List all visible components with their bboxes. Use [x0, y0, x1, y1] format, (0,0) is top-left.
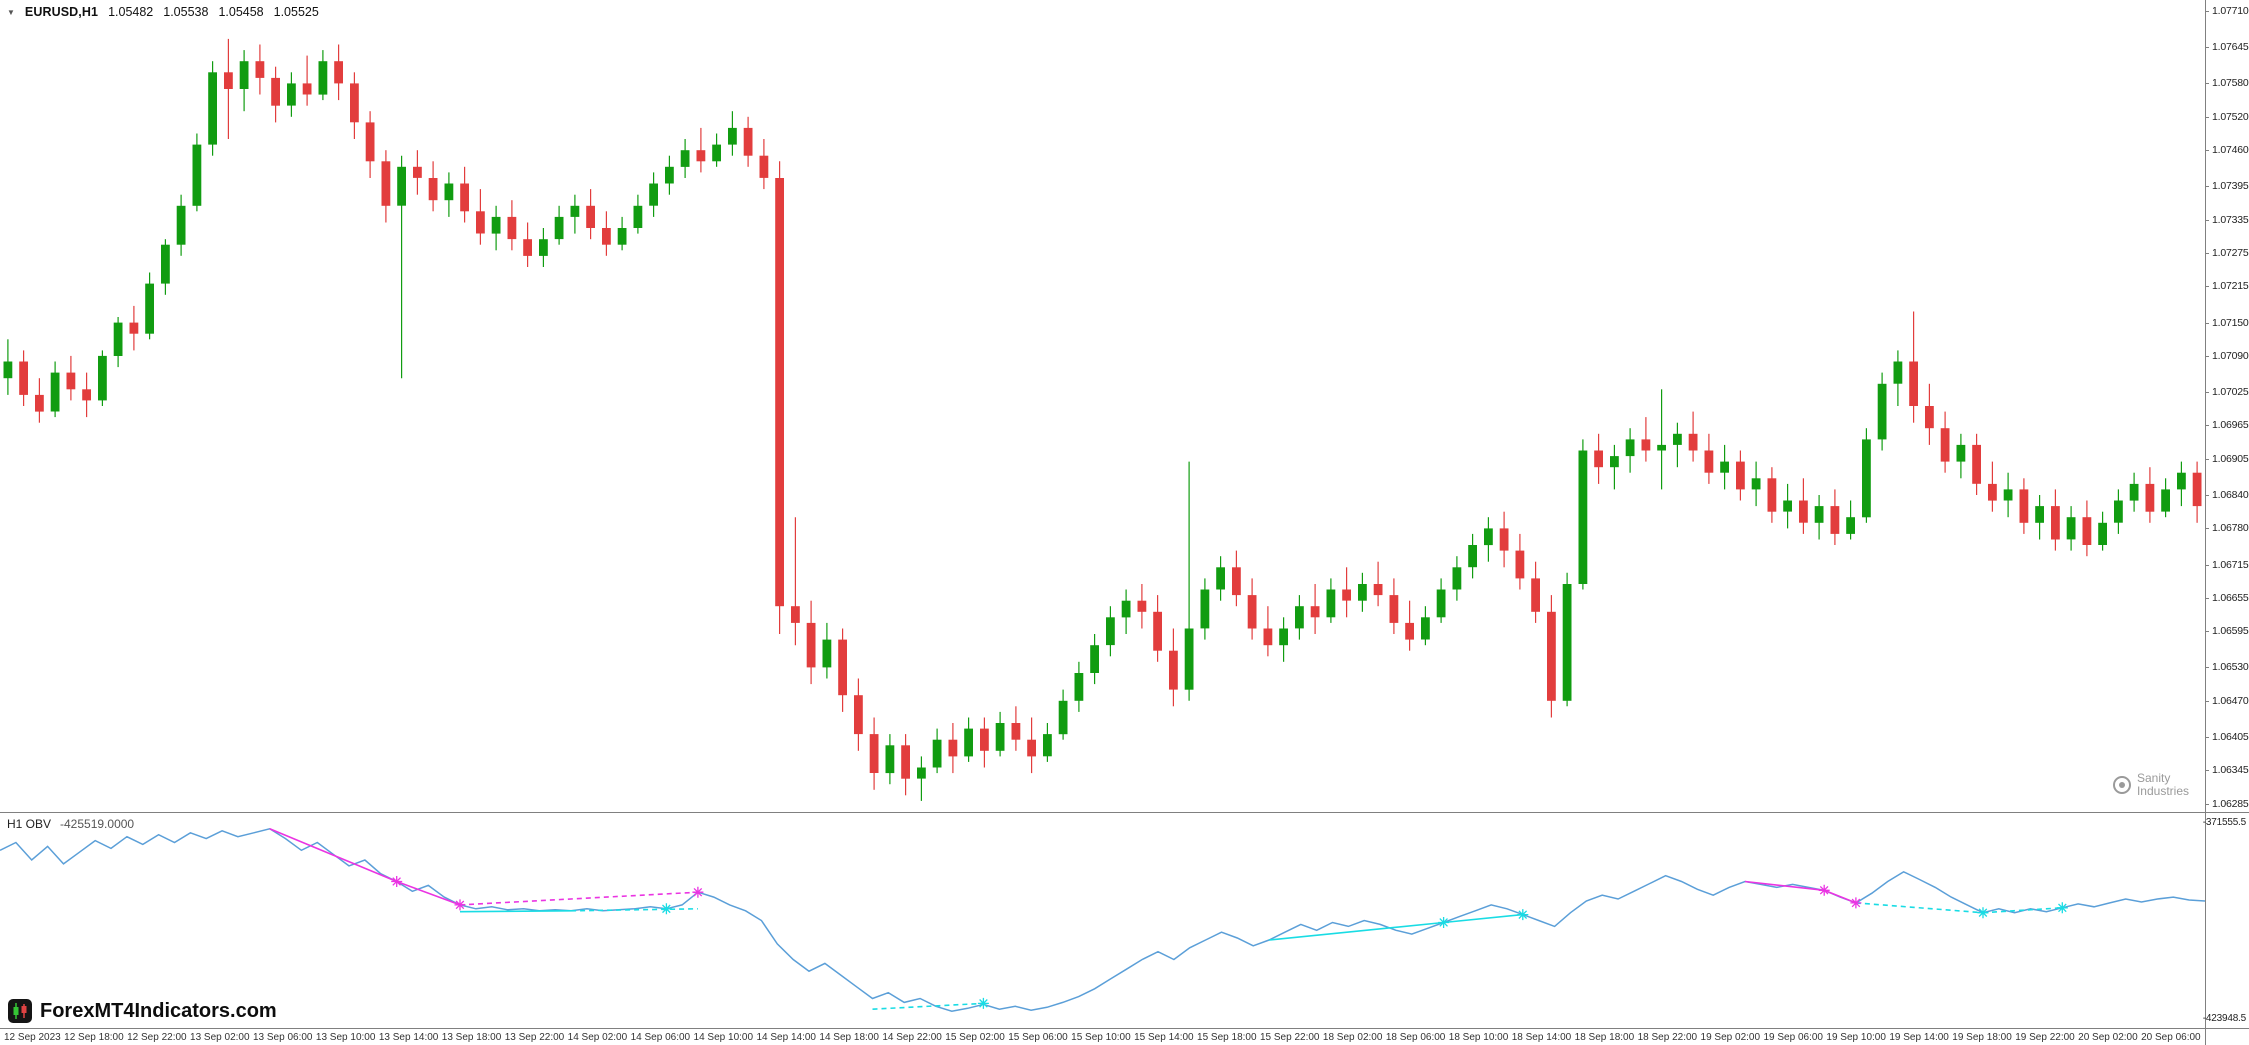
- ohlc-open-value: 1.05482: [108, 5, 154, 19]
- watermark-line2: Industries: [2136, 783, 2189, 798]
- chart-shift-marker-icon: ▼: [7, 8, 15, 17]
- price-axis-label: 1.07645: [2206, 41, 2249, 53]
- price-axis-label: 1.07395: [2206, 180, 2249, 192]
- time-axis-label: 14 Sep 14:00: [756, 1032, 816, 1043]
- brand-label: ForexMT4Indicators.com: [40, 999, 277, 1022]
- price-axis-label: 1.07580: [2206, 77, 2249, 89]
- sanity-watermark: Sanity Industries: [2112, 770, 2189, 798]
- time-axis-label: 19 Sep 02:00: [1700, 1032, 1761, 1043]
- time-axis-label: 13 Sep 18:00: [441, 1032, 502, 1043]
- price-axis-label: 1.07520: [2206, 111, 2249, 123]
- time-axis-label: 15 Sep 22:00: [1259, 1032, 1320, 1043]
- time-axis-label: 12 Sep 22:00: [127, 1032, 187, 1043]
- price-axis-label: 1.07090: [2206, 350, 2249, 362]
- time-axis-label: 18 Sep 06:00: [1385, 1032, 1446, 1043]
- time-axis-label: 15 Sep 02:00: [945, 1032, 1005, 1043]
- price-axis-label: 1.07460: [2206, 144, 2249, 156]
- time-axis-label: 18 Sep 18:00: [1574, 1032, 1635, 1043]
- price-axis[interactable]: 1.07710 1.07645 1.07580 1.07520 1.07460 1.073…: [2205, 0, 2249, 813]
- time-axis-label: 13 Sep 02:00: [190, 1032, 250, 1043]
- time-axis-label: 14 Sep 22:00: [882, 1032, 942, 1043]
- price-axis-label: 1.07335: [2206, 214, 2249, 226]
- time-axis-label: 15 Sep 10:00: [1071, 1032, 1131, 1043]
- sanity-watermark-text: Sanity Industries: [2136, 770, 2189, 798]
- obv-indicator-pane[interactable]: H1 OBV -425519.0000 ForexMT4Indicators.co…: [0, 813, 2205, 1029]
- brand-logo-icon: [8, 999, 32, 1023]
- price-axis-label: 1.06345: [2206, 764, 2249, 776]
- ohlc-high-value: 1.05538: [163, 5, 209, 19]
- watermark-line1: Sanity: [2136, 770, 2171, 785]
- brand-watermark: ForexMT4Indicators.com: [8, 999, 277, 1023]
- time-axis-label: 13 Sep 10:00: [315, 1032, 376, 1043]
- price-axis-label: 1.06905: [2206, 453, 2249, 465]
- time-axis-label: 14 Sep 06:00: [630, 1032, 691, 1043]
- time-axis[interactable]: 12 Sep 2023 12 Sep 18:00 12 Sep 22:00 13 Se…: [0, 1029, 2205, 1045]
- time-axis-label: 12 Sep 18:00: [64, 1032, 124, 1043]
- price-axis-label: 1.06965: [2206, 419, 2249, 431]
- time-axis-label: 19 Sep 10:00: [1826, 1032, 1886, 1043]
- price-axis-label: 1.06715: [2206, 559, 2249, 571]
- obv-value-label: -425519.0000: [60, 817, 135, 831]
- ohlc-close-value: 1.05525: [273, 5, 319, 19]
- time-axis-label: 12 Sep 2023: [4, 1032, 61, 1043]
- ohlc-low-value: 1.05458: [218, 5, 264, 19]
- price-axis-label: 1.06405: [2206, 731, 2249, 743]
- candlestick-plot: [3, 38, 2202, 801]
- price-axis-label: 1.06285: [2206, 798, 2249, 810]
- time-axis-label: 18 Sep 10:00: [1448, 1032, 1509, 1043]
- time-axis-label: 13 Sep 06:00: [252, 1032, 313, 1043]
- time-axis-label: 19 Sep 14:00: [1889, 1032, 1949, 1043]
- price-axis-label: 1.07275: [2206, 247, 2249, 259]
- price-axis-label: 1.07150: [2206, 317, 2249, 329]
- axis-corner: [2205, 1029, 2249, 1045]
- time-axis-label: 14 Sep 10:00: [693, 1032, 754, 1043]
- price-axis-label: 1.07215: [2206, 280, 2249, 292]
- time-axis-label: 14 Sep 18:00: [819, 1032, 879, 1043]
- price-axis-label: 1.06470: [2206, 695, 2249, 707]
- obv-plot: [0, 827, 2205, 1012]
- price-axis-label: 1.06595: [2206, 625, 2249, 637]
- obv-axis-max-label: -371555.5: [2202, 817, 2246, 828]
- time-axis-label: 15 Sep 18:00: [1197, 1032, 1257, 1043]
- time-axis-label: 18 Sep 14:00: [1511, 1032, 1572, 1043]
- obv-axis[interactable]: -371555.5 -423948.5: [2202, 813, 2249, 1029]
- time-axis-label: 19 Sep 22:00: [2015, 1032, 2075, 1043]
- chart-header: ▼ EURUSD,H1 1.05482 1.05538 1.05458 1.05…: [7, 5, 319, 19]
- obv-axis-min-label: -423948.5: [2202, 1013, 2246, 1024]
- time-axis-label: 13 Sep 14:00: [378, 1032, 439, 1043]
- time-axis-label: 18 Sep 22:00: [1637, 1032, 1698, 1043]
- sanity-logo-icon: [2112, 775, 2131, 794]
- main-chart-pane[interactable]: ▼ EURUSD,H1 1.05482 1.05538 1.05458 1.05…: [0, 0, 2205, 813]
- time-axis-label: 13 Sep 22:00: [504, 1032, 565, 1043]
- price-axis-label: 1.06530: [2206, 661, 2249, 673]
- time-axis-label: 15 Sep 14:00: [1134, 1032, 1194, 1043]
- time-axis-label: 14 Sep 02:00: [567, 1032, 628, 1043]
- price-axis-label: 1.07710: [2206, 5, 2249, 17]
- obv-indicator-label: H1 OBV -425519.0000: [7, 817, 134, 831]
- price-axis-label: 1.06655: [2206, 592, 2249, 604]
- time-axis-label: 19 Sep 18:00: [1952, 1032, 2012, 1043]
- price-axis-label: 1.06840: [2206, 489, 2249, 501]
- time-axis-label: 15 Sep 06:00: [1008, 1032, 1068, 1043]
- time-axis-label: 20 Sep 06:00: [2141, 1032, 2201, 1043]
- price-axis-label: 1.07025: [2206, 386, 2249, 398]
- time-axis-label: 20 Sep 02:00: [2078, 1032, 2138, 1043]
- obv-name-label: H1 OBV: [7, 817, 52, 831]
- time-axis-label: 19 Sep 06:00: [1763, 1032, 1823, 1043]
- price-axis-label: 1.06780: [2206, 522, 2249, 534]
- time-axis-label: 18 Sep 02:00: [1322, 1032, 1383, 1043]
- symbol-period-label: EURUSD,H1: [24, 5, 99, 19]
